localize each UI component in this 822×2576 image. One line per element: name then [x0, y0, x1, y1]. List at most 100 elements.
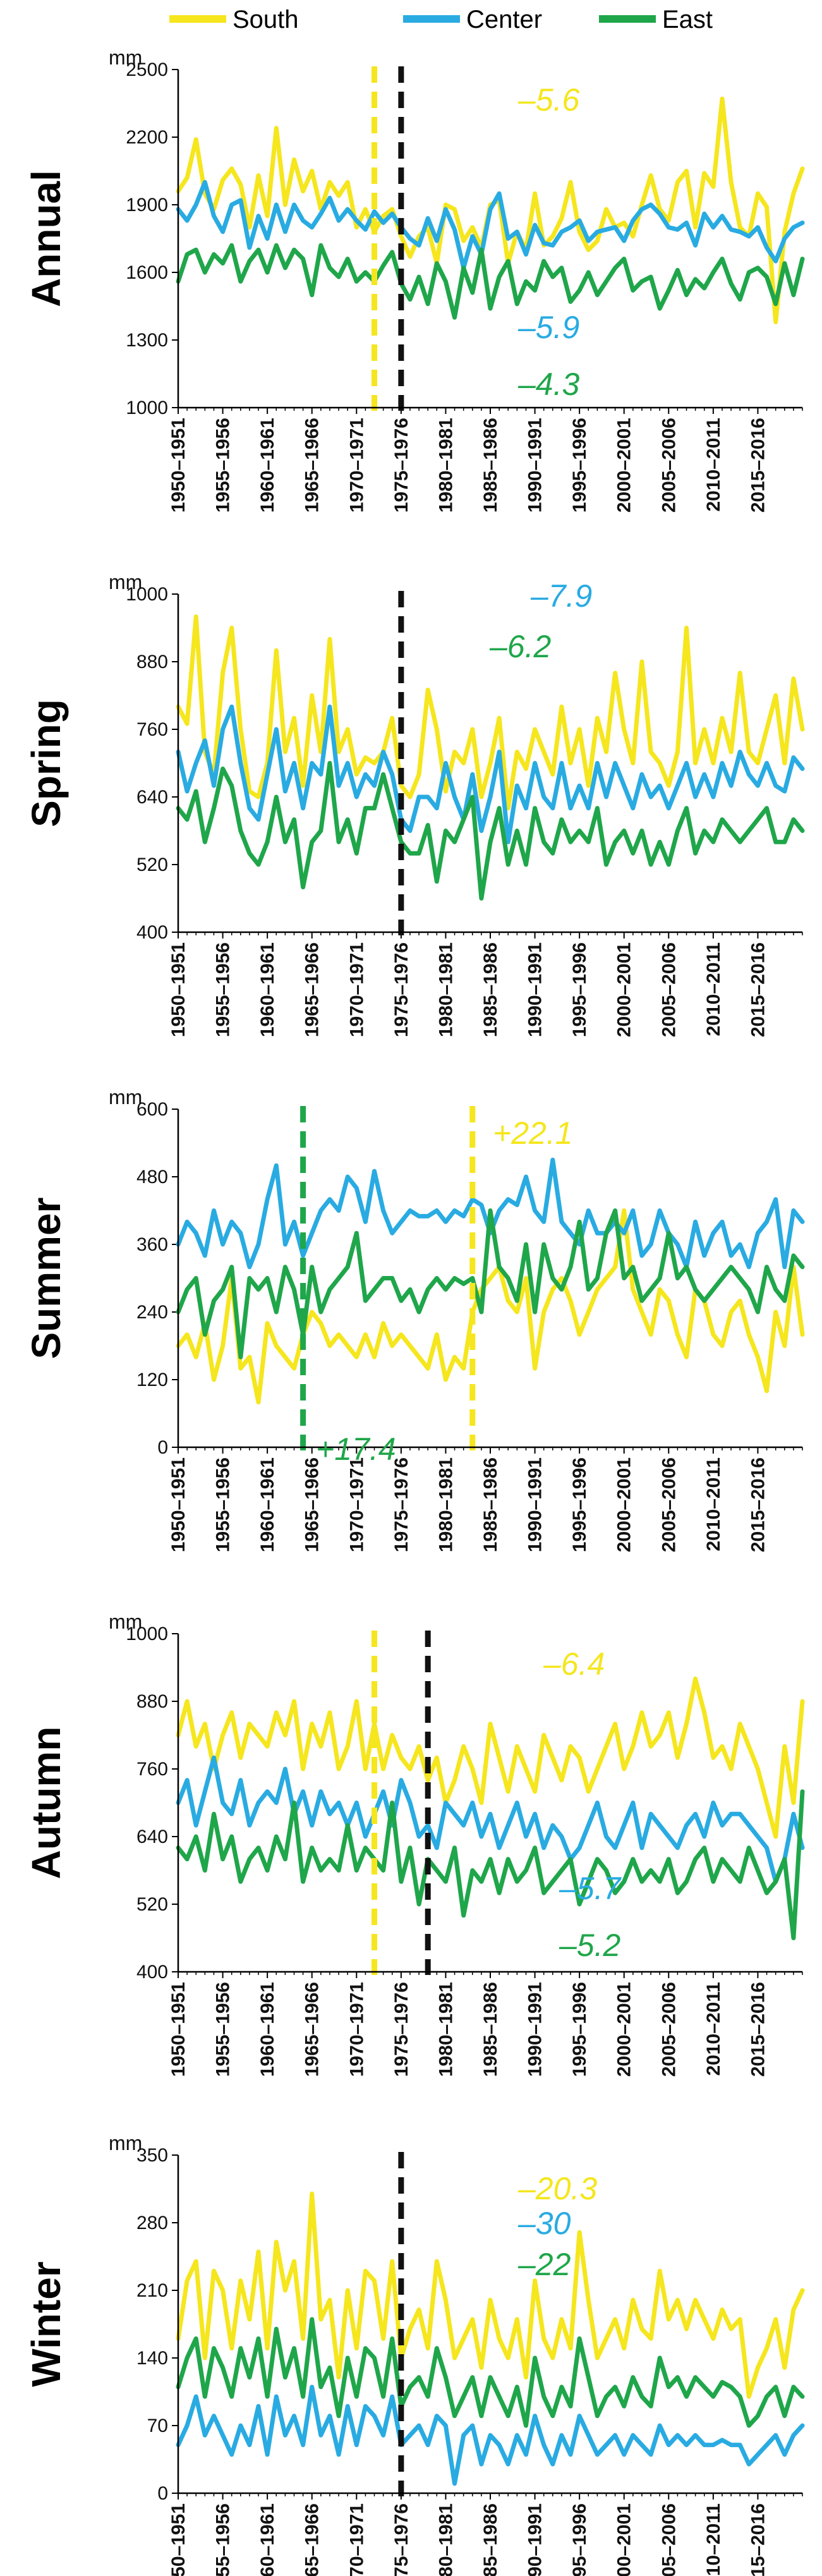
xtick-label-autumn-1980: 1980–1981 [435, 1982, 456, 2077]
xtick-label-annual-1980: 1980–1981 [435, 418, 456, 513]
series-line-spring-east [176, 761, 805, 901]
ytick-label-spring-760: 760 [136, 719, 168, 740]
xtick-label-summer-1955: 1955–1956 [213, 1457, 234, 1552]
unit-label-summer: mm [109, 1086, 142, 1109]
xtick-label-autumn-1965: 1965–1966 [302, 1982, 323, 2077]
xtick-label-spring-1975: 1975–1976 [391, 942, 412, 1037]
xtick-label-summer-2015: 2015–2016 [747, 1457, 768, 1552]
ytick-label-summer-240: 240 [136, 1302, 168, 1323]
trend-annotation-autumn-0: –6.4 [543, 1646, 605, 1682]
xtick-label-autumn-2005: 2005–2006 [658, 1982, 679, 2077]
xtick-label-annual-2000: 2000–2001 [614, 418, 635, 513]
xtick-label-summer-1990: 1990–1991 [525, 1457, 546, 1552]
xtick-label-autumn-1950: 1950–1951 [168, 1982, 189, 2077]
xtick-label-spring-2010: 2010–2011 [703, 942, 724, 1036]
xtick-label-summer-2010: 2010–2011 [703, 1457, 724, 1552]
xtick-label-summer-1985: 1985–1986 [480, 1457, 501, 1552]
xtick-label-annual-2010: 2010–2011 [703, 418, 724, 512]
ytick-label-autumn-1000: 1000 [126, 1624, 168, 1644]
series-line-winter-center [176, 2385, 805, 2486]
legend-label-center: Center [466, 6, 542, 33]
season-label-autumn: Autumn [23, 1727, 69, 1880]
ytick-label-winter-0: 0 [157, 2483, 168, 2504]
xtick-label-summer-2000: 2000–2001 [614, 1457, 635, 1552]
trend-annotation-annual-1: –5.9 [517, 310, 579, 345]
series-line-annual-center [176, 179, 805, 270]
ytick-label-winter-280: 280 [136, 2213, 168, 2233]
ytick-label-summer-120: 120 [136, 1370, 168, 1390]
xtick-label-annual-1950: 1950–1951 [168, 418, 189, 513]
xtick-label-summer-1980: 1980–1981 [435, 1457, 456, 1552]
series-line-spring-center [176, 704, 805, 844]
xtick-label-winter-1985: 1985–1986 [480, 2503, 501, 2576]
xtick-label-summer-1960: 1960–1961 [257, 1457, 278, 1552]
xtick-label-spring-2005: 2005–2006 [658, 942, 679, 1037]
xtick-label-annual-1965: 1965–1966 [302, 418, 323, 513]
xtick-label-winter-1975: 1975–1976 [391, 2503, 412, 2576]
legend-label-south: South [233, 6, 299, 33]
xtick-label-autumn-1990: 1990–1991 [525, 1982, 546, 2077]
ytick-label-autumn-520: 520 [136, 1894, 168, 1915]
xtick-label-spring-2015: 2015–2016 [747, 942, 768, 1037]
ytick-label-winter-140: 140 [136, 2348, 168, 2369]
xtick-label-summer-1950: 1950–1951 [168, 1457, 189, 1552]
xtick-label-autumn-1995: 1995–1996 [569, 1982, 590, 2077]
xtick-label-annual-2015: 2015–2016 [747, 418, 768, 513]
ytick-label-spring-1000: 1000 [126, 584, 168, 605]
xtick-label-summer-1975: 1975–1976 [391, 1457, 412, 1552]
ytick-label-annual-2500: 2500 [126, 59, 168, 80]
xtick-label-spring-1970: 1970–1971 [346, 942, 367, 1037]
xtick-label-annual-1985: 1985–1986 [480, 418, 501, 513]
ytick-label-annual-1900: 1900 [126, 195, 168, 216]
season-label-annual: Annual [23, 170, 69, 307]
xtick-label-annual-2005: 2005–2006 [658, 418, 679, 513]
xtick-label-summer-2005: 2005–2006 [658, 1457, 679, 1552]
legend: South Center East [169, 6, 713, 33]
xtick-label-winter-1960: 1960–1961 [257, 2503, 278, 2576]
ytick-label-annual-1300: 1300 [126, 330, 168, 351]
panel-annual: Annual mm 1000 1300 1600 1900 2200 2500 1950–195… [23, 46, 805, 513]
series-line-winter-east [176, 2317, 805, 2428]
panel-autumn: Autumn mm 400 520 640 760 880 1000 1950–1951 1955… [23, 1610, 805, 2077]
xtick-label-winter-1980: 1980–1981 [435, 2503, 456, 2576]
ytick-label-spring-880: 880 [136, 652, 168, 672]
xtick-label-summer-1965: 1965–1966 [302, 1457, 323, 1552]
xtick-label-winter-1995: 1995–1996 [569, 2503, 590, 2576]
ytick-label-winter-70: 70 [147, 2415, 168, 2436]
ytick-label-spring-640: 640 [136, 787, 168, 808]
xtick-label-autumn-1960: 1960–1961 [257, 1982, 278, 2077]
trend-annotation-summer-1: +17.4 [316, 1431, 396, 1467]
xtick-label-winter-1955: 1955–1956 [213, 2503, 234, 2576]
ytick-label-autumn-760: 760 [136, 1759, 168, 1780]
ytick-label-summer-600: 600 [136, 1099, 168, 1120]
xtick-label-spring-2000: 2000–2001 [614, 942, 635, 1037]
ytick-label-annual-1000: 1000 [126, 398, 168, 418]
panel-winter: Winter mm 0 70 140 210 280 350 1950–1951 1955–195… [23, 2132, 805, 2576]
ytick-label-autumn-400: 400 [136, 1962, 168, 1983]
xtick-label-winter-2010: 2010–2011 [703, 2503, 724, 2576]
panel-spring: Spring mm 400 520 640 760 880 1000 1950–1951 1955… [23, 571, 805, 1037]
season-label-spring: Spring [23, 699, 69, 827]
ytick-label-summer-360: 360 [136, 1234, 168, 1255]
xtick-label-summer-1995: 1995–1996 [569, 1457, 590, 1552]
ytick-label-annual-1600: 1600 [126, 262, 168, 283]
series-line-autumn-south [176, 1676, 805, 1839]
series-line-autumn-east [176, 1789, 805, 1940]
series-line-spring-south [176, 614, 805, 811]
xtick-label-autumn-1985: 1985–1986 [480, 1982, 501, 2077]
xtick-label-spring-1985: 1985–1986 [480, 942, 501, 1037]
xtick-label-spring-1960: 1960–1961 [257, 942, 278, 1037]
unit-label-spring: mm [109, 571, 142, 593]
trend-annotation-winter-0: –20.3 [517, 2171, 597, 2206]
trend-annotation-summer-0: +22.1 [493, 1115, 573, 1151]
ytick-label-autumn-640: 640 [136, 1826, 168, 1847]
ytick-label-winter-350: 350 [136, 2145, 168, 2166]
unit-label-winter: mm [109, 2132, 142, 2154]
unit-label-annual: mm [109, 46, 142, 69]
xtick-label-winter-2000: 2000–2001 [614, 2503, 635, 2576]
ytick-label-spring-400: 400 [136, 922, 168, 943]
xtick-label-autumn-2015: 2015–2016 [747, 1982, 768, 2077]
ytick-label-summer-480: 480 [136, 1167, 168, 1188]
xtick-label-spring-1965: 1965–1966 [302, 942, 323, 1037]
